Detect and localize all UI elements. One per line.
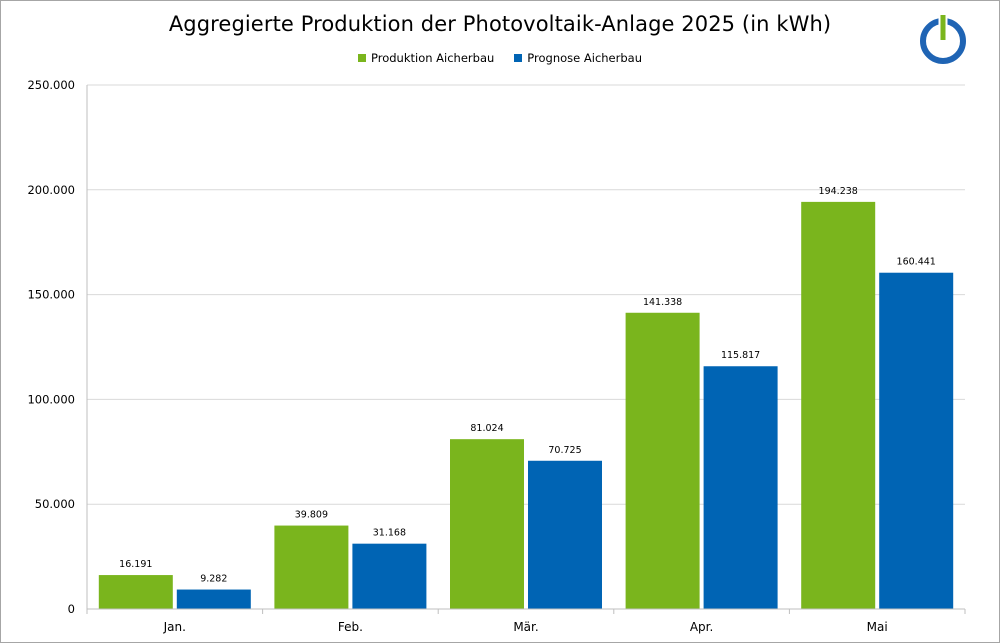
legend-item-produktion: Produktion Aicherbau — [358, 51, 494, 65]
y-tick-label: 0 — [68, 602, 75, 616]
bar-prognose — [703, 366, 778, 609]
x-tick-label: Feb. — [338, 620, 363, 634]
x-tick-label: Apr. — [690, 620, 713, 634]
data-label: 39.809 — [295, 510, 328, 521]
bar-produktion — [450, 439, 524, 609]
data-label: 9.282 — [200, 574, 227, 585]
bar-produktion — [801, 201, 876, 610]
y-tick-label: 100.000 — [27, 392, 75, 406]
power-button-logo-icon — [920, 14, 966, 64]
logo-bar — [938, 14, 948, 42]
y-tick-label: 150.000 — [27, 288, 75, 302]
legend-swatch-produktion — [358, 54, 366, 62]
bar-prognose — [176, 589, 251, 609]
data-label: 31.168 — [373, 528, 406, 539]
legend-label-prognose: Prognose Aicherbau — [527, 51, 642, 65]
y-tick-label: 50.000 — [35, 497, 75, 511]
legend-item-prognose: Prognose Aicherbau — [514, 51, 642, 65]
data-label: 141.338 — [643, 297, 682, 308]
data-label: 115.817 — [721, 350, 760, 361]
y-tick-label: 250.000 — [27, 78, 75, 92]
data-label: 70.725 — [548, 445, 581, 456]
bar-produktion — [274, 525, 349, 609]
chart-title: Aggregierte Produktion der Photovoltaik-… — [168, 12, 832, 36]
bar-prognose — [879, 272, 954, 609]
legend: Produktion Aicherbau Prognose Aicherbau — [0, 51, 1000, 65]
bar-prognose — [352, 543, 427, 609]
data-label: 81.024 — [470, 423, 503, 434]
data-label: 194.238 — [819, 186, 858, 197]
x-tick-label: Mai — [867, 620, 888, 634]
data-label: 160.441 — [897, 257, 936, 268]
bar-produktion — [98, 575, 173, 609]
y-tick-label: 200.000 — [27, 183, 75, 197]
x-tick-label: Jan. — [163, 620, 186, 634]
bar-prognose — [528, 460, 602, 609]
data-label: 16.191 — [119, 559, 152, 570]
legend-swatch-prognose — [514, 54, 523, 62]
bar-produktion — [625, 312, 700, 609]
legend-label-produktion: Produktion Aicherbau — [371, 51, 495, 65]
x-tick-label: Mär. — [513, 620, 538, 634]
